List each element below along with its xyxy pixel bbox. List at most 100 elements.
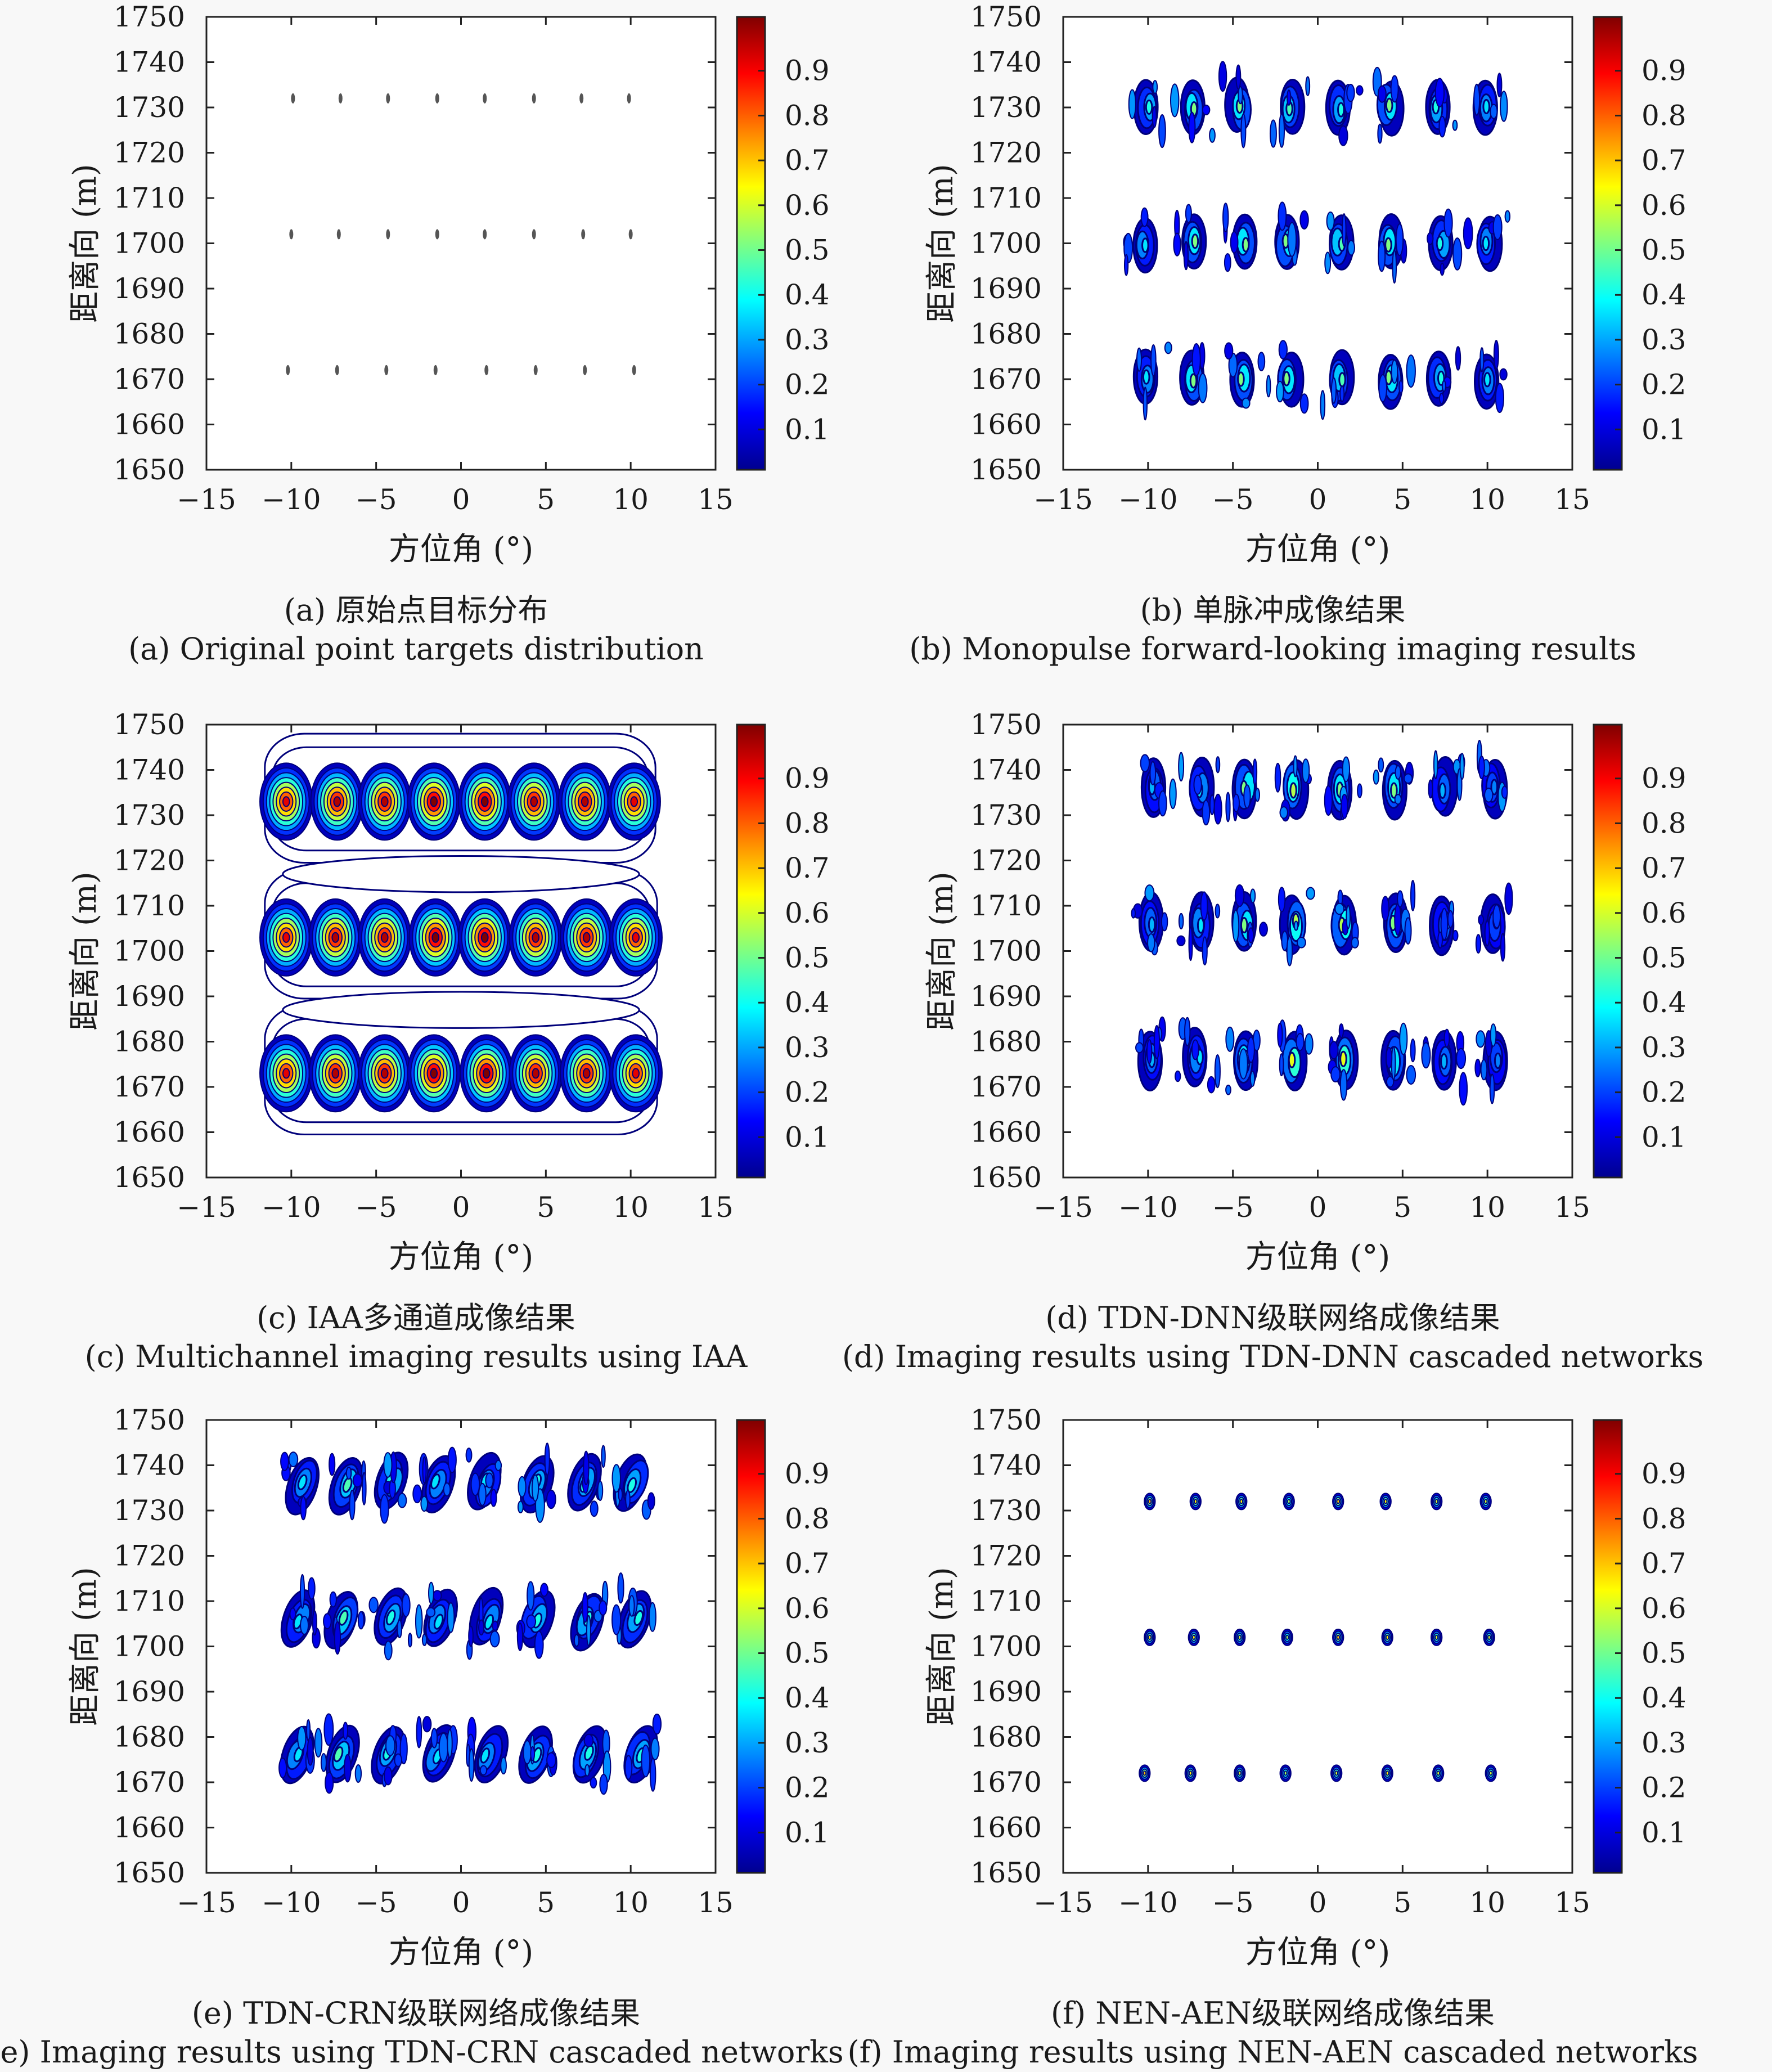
fragment: [1428, 779, 1433, 799]
colorbar: [736, 723, 766, 1179]
caption-cn: (f) NEN-AEN级联网络成像结果: [1051, 1995, 1495, 2031]
y-tick-label: 1730: [114, 1494, 185, 1527]
caption-cn: (e) TDN-CRN级联网络成像结果: [192, 1995, 640, 2031]
fragment: [1334, 902, 1344, 915]
target-point: [533, 365, 538, 375]
fragment: [344, 1754, 352, 1783]
fragment: [278, 1757, 287, 1778]
y-tick-label: 1660: [114, 408, 185, 441]
contour-level: [431, 932, 440, 943]
x-tick-label: 5: [1393, 483, 1411, 516]
x-tick-label: 15: [1554, 1191, 1590, 1224]
y-tick-label: 1670: [114, 1071, 185, 1103]
contour-level: [1434, 1499, 1439, 1504]
y-tick-label: 1650: [970, 1161, 1042, 1194]
fragment: [1447, 910, 1454, 928]
x-tick-label: −10: [262, 483, 321, 516]
fragment: [1329, 1041, 1339, 1060]
x-tick-label: 5: [1393, 1886, 1411, 1919]
contour-level: [1385, 1770, 1389, 1776]
fragment: [1404, 917, 1412, 945]
y-tick-label: 1660: [970, 408, 1042, 441]
plot-area: [206, 17, 716, 470]
fragment: [312, 1610, 317, 1636]
panel-d: −15 −10 −5 0 5 10 15 1650 1660 1670 1680 1690 1700 17…: [842, 708, 1703, 1374]
fragment: [288, 1451, 299, 1468]
fragment: [397, 1493, 407, 1508]
contour-level: [632, 932, 640, 943]
contour-level: [1285, 1634, 1289, 1640]
colorbar-tick-label: 0.4: [785, 278, 830, 311]
fragment: [1443, 208, 1453, 238]
contour-level: [1148, 1634, 1152, 1640]
fragment: [1259, 922, 1268, 937]
target-point: [583, 365, 587, 375]
y-tick-label: 1710: [970, 182, 1042, 214]
fragment: [1351, 937, 1359, 949]
colorbar-tick-label: 0.7: [1641, 852, 1686, 884]
fragment: [1173, 232, 1181, 257]
colorbar-tick-label: 0.3: [1641, 1031, 1686, 1064]
y-tick-label: 1700: [114, 227, 185, 260]
fragment: [1394, 903, 1402, 936]
y-tick-label: 1700: [114, 935, 185, 968]
y-tick-label: 1750: [970, 1, 1042, 33]
fragment: [546, 1752, 556, 1768]
contour-level: [582, 932, 591, 943]
fragment: [1218, 61, 1227, 92]
fragment: [1305, 76, 1311, 96]
y-tick-label: 1650: [114, 1161, 185, 1194]
fragment: [352, 1473, 363, 1488]
x-tick-label: −15: [1033, 483, 1093, 516]
fragment: [523, 1740, 532, 1765]
fragment: [1123, 254, 1129, 276]
contour-level: [333, 796, 341, 807]
fragment: [1235, 64, 1242, 90]
fragment: [618, 1488, 623, 1502]
contour-level: [430, 1068, 438, 1079]
colorbar-tick-label: 0.4: [785, 986, 830, 1019]
contour-level: [1483, 372, 1491, 388]
contour-level: [1283, 1770, 1288, 1776]
contour-level: [480, 796, 489, 807]
fragment: [1277, 1022, 1283, 1048]
x-axis-label: 方位角 (°): [389, 1239, 534, 1275]
fragment: [1474, 1058, 1481, 1077]
fragment: [534, 1630, 544, 1659]
fragment: [1478, 756, 1485, 780]
fragment: [1225, 792, 1231, 822]
plot-content: [1139, 1493, 1497, 1782]
x-tick-label: −10: [262, 1886, 321, 1919]
fragment: [597, 1480, 604, 1502]
y-axis-label: 距离向 (m): [924, 164, 960, 323]
target-point: [286, 365, 290, 375]
fragment: [1153, 1025, 1161, 1059]
y-tick-label: 1680: [114, 318, 185, 350]
fragment: [1243, 784, 1251, 809]
fragment: [1185, 204, 1192, 223]
fragment: [1356, 85, 1364, 96]
fragment: [1395, 765, 1401, 780]
contour-level: [1334, 1770, 1339, 1776]
fragment: [1324, 251, 1332, 275]
colorbar-tick-label: 0.6: [1641, 189, 1686, 222]
fragment: [1499, 368, 1508, 381]
fragment: [1215, 756, 1221, 774]
fragment: [584, 1764, 590, 1777]
fragment: [1339, 1069, 1348, 1101]
y-tick-label: 1680: [970, 1721, 1042, 1754]
fragment: [1269, 119, 1277, 148]
fragment: [438, 1732, 449, 1763]
x-tick-label: 10: [1469, 483, 1505, 516]
contour-level: [632, 1068, 640, 1079]
fragment: [1357, 783, 1362, 798]
caption-en: (c) Multichannel imaging results using I…: [85, 1339, 748, 1374]
colorbar-tick-label: 0.6: [785, 1592, 830, 1625]
fragment: [531, 1474, 539, 1502]
contour-level: [297, 1474, 308, 1490]
contour-level: [633, 1610, 644, 1626]
contour-level: [1483, 1499, 1488, 1504]
contour-level: [480, 932, 489, 943]
fragment: [1501, 785, 1508, 799]
y-axis-label: 距离向 (m): [67, 1567, 104, 1726]
